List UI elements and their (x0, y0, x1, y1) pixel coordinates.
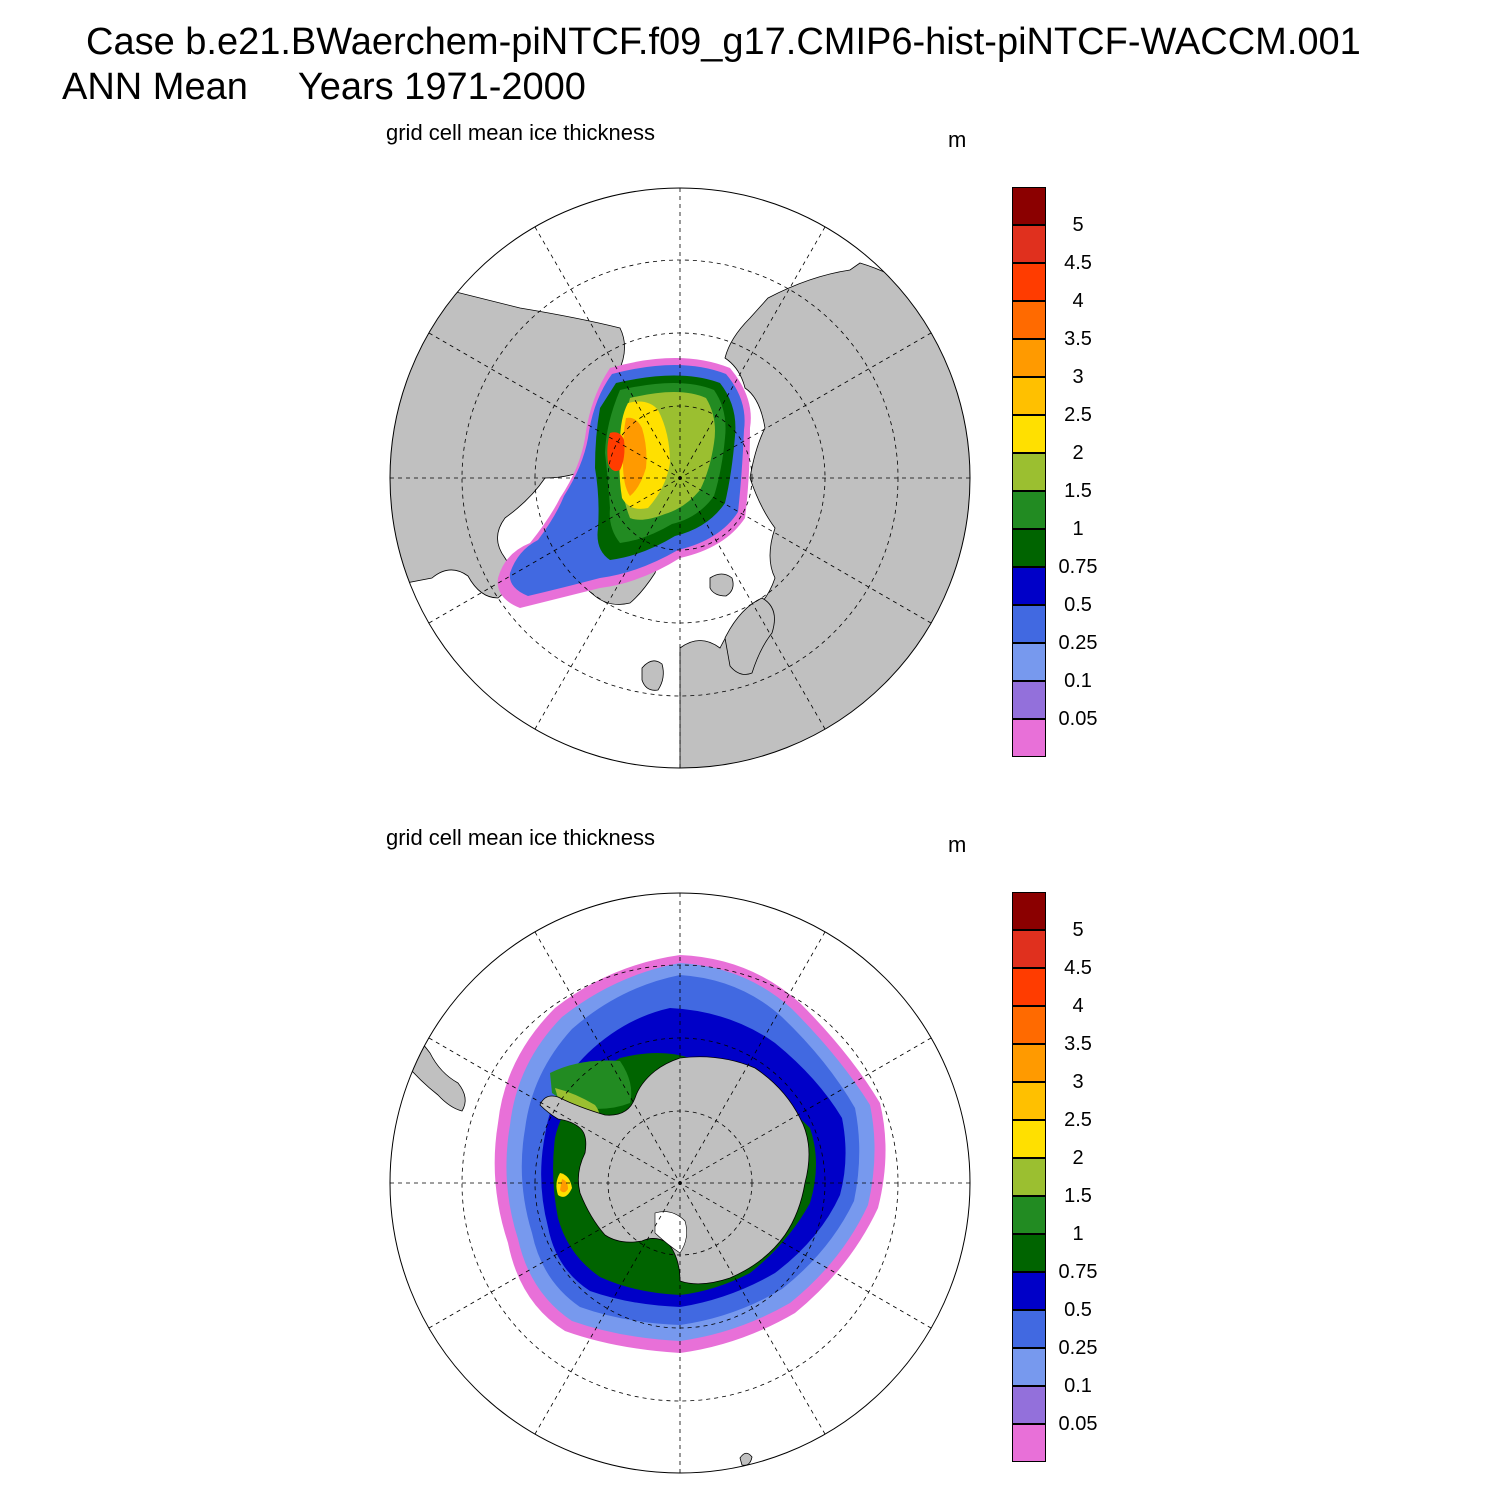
nh-colorbar-label: 1 (1072, 518, 1084, 540)
case-title: Case b.e21.BWaerchem-piNTCF.f09_g17.CMIP… (86, 21, 1361, 63)
nh-colorbar-box (1012, 263, 1046, 301)
sh-colorbar-label: 3 (1072, 1071, 1084, 1093)
nh-panel-title: grid cell mean ice thickness (386, 120, 656, 145)
nh-colorbar-label: 3 (1072, 366, 1084, 388)
sh-units-label: m (948, 832, 967, 857)
sh-colorbar-label: 2.5 (1064, 1109, 1092, 1131)
sh-colorbar-box (1012, 1082, 1046, 1120)
sh-map-border (389, 892, 971, 1474)
nh-colorbar-box (1012, 605, 1046, 643)
nh-colorbar-label: 2 (1072, 442, 1084, 464)
nh-colorbar-label: 0.25 (1058, 632, 1098, 654)
sh-colorbar-box (1012, 1006, 1046, 1044)
sh-colorbar-label: 0.1 (1064, 1375, 1092, 1397)
nh-colorbar (1012, 187, 1046, 757)
sh-colorbar-box (1012, 930, 1046, 968)
sh-ice-shelf-ross (654, 1211, 687, 1254)
sh-panel-title: grid cell mean ice thickness (386, 825, 656, 850)
sh-colorbar-box (1012, 1272, 1046, 1310)
sh-colorbar-box (1012, 892, 1046, 930)
nh-colorbar-box (1012, 643, 1046, 681)
sh-colorbar-label: 0.25 (1058, 1337, 1098, 1359)
nh-colorbar-label: 0.5 (1064, 594, 1092, 616)
nh-graticule (390, 188, 970, 768)
nh-colorbar-box (1012, 491, 1046, 529)
sh-colorbar-box (1012, 1424, 1046, 1462)
sh-colorbar-label: 1.5 (1064, 1185, 1092, 1207)
sh-colorbar-label: 0.5 (1064, 1299, 1092, 1321)
period-title: ANN Mean Years 1971-2000 (62, 67, 586, 107)
nh-colorbar-box (1012, 377, 1046, 415)
nh-colorbar-box (1012, 187, 1046, 225)
sh-colorbar-label: 4.5 (1064, 957, 1092, 979)
sh-colorbar-box (1012, 1234, 1046, 1272)
sh-colorbar-label: 2 (1072, 1147, 1084, 1169)
sh-colorbar-label: 5 (1072, 919, 1084, 941)
sh-graticule (390, 893, 970, 1473)
nh-colorbar-box (1012, 415, 1046, 453)
nh-colorbar-box (1012, 339, 1046, 377)
nh-colorbar-label: 0.75 (1058, 556, 1098, 578)
nh-colorbar-box (1012, 453, 1046, 491)
nh-ice-band-4 (607, 432, 625, 472)
sh-colorbar-box (1012, 1348, 1046, 1386)
nh-land-british-isles (641, 660, 664, 691)
nh-land-svalbard (709, 573, 734, 597)
sh-colorbar-box (1012, 1196, 1046, 1234)
sh-colorbar-box (1012, 968, 1046, 1006)
nh-map-border (389, 187, 971, 769)
sh-colorbar (1012, 892, 1046, 1462)
sh-ice-band-3 (560, 1179, 568, 1193)
nh-colorbar-label: 5 (1072, 214, 1084, 236)
nh-colorbar-label: 0.05 (1058, 708, 1098, 730)
nh-colorbar-label: 2.5 (1064, 404, 1092, 426)
sh-colorbar-box (1012, 1386, 1046, 1424)
sh-colorbar-label: 0.05 (1058, 1413, 1098, 1435)
nh-colorbar-box (1012, 225, 1046, 263)
nh-polar-map (389, 187, 971, 769)
nh-colorbar-label: 0.1 (1064, 670, 1092, 692)
season-label: ANN Mean (62, 66, 248, 108)
nh-colorbar-label: 4 (1072, 290, 1084, 312)
nh-ice-band-3 (622, 417, 647, 496)
nh-colorbar-box (1012, 681, 1046, 719)
sh-polar-map (389, 892, 971, 1474)
nh-units-label: m (948, 127, 967, 152)
nh-colorbar-box (1012, 301, 1046, 339)
sh-colorbar-box (1012, 1120, 1046, 1158)
sh-colorbar-box (1012, 1044, 1046, 1082)
sh-colorbar-box (1012, 1310, 1046, 1348)
years-label: Years 1971-2000 (297, 66, 586, 108)
sh-colorbar-label: 0.75 (1058, 1261, 1098, 1283)
nh-colorbar-box (1012, 719, 1046, 757)
sh-colorbar-label: 4 (1072, 995, 1084, 1017)
sh-colorbar-box (1012, 1158, 1046, 1196)
nh-colorbar-label: 3.5 (1064, 328, 1092, 350)
nh-colorbar-label: 1.5 (1064, 480, 1092, 502)
nh-colorbar-box (1012, 567, 1046, 605)
nh-colorbar-label: 4.5 (1064, 252, 1092, 274)
sh-colorbar-label: 1 (1072, 1223, 1084, 1245)
nh-colorbar-box (1012, 529, 1046, 567)
sh-land-antarctica (539, 1056, 810, 1285)
sh-colorbar-label: 3.5 (1064, 1033, 1092, 1055)
